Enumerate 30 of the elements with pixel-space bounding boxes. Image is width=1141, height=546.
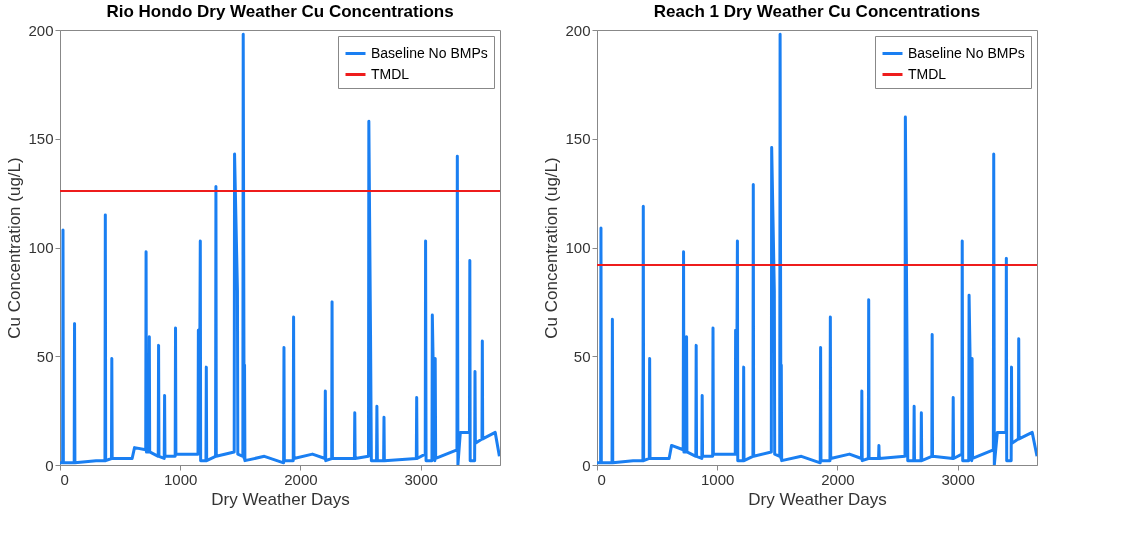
chart-title: Reach 1 Dry Weather Cu Concentrations bbox=[653, 2, 981, 21]
legend-label: Baseline No BMPs bbox=[908, 44, 1025, 61]
x-tick-label: 2000 bbox=[284, 470, 318, 488]
x-tick-label: 0 bbox=[60, 470, 69, 488]
y-tick-label: 50 bbox=[36, 347, 54, 365]
y-tick-label: 200 bbox=[28, 21, 54, 39]
y-axis-title: Cu Concentration (ug/L) bbox=[542, 157, 562, 339]
x-axis-title: Dry Weather Days bbox=[211, 489, 350, 509]
y-tick-label: 0 bbox=[582, 456, 591, 474]
x-tick-label: 3000 bbox=[404, 470, 438, 488]
chart-title: Rio Hondo Dry Weather Cu Concentrations bbox=[106, 2, 454, 21]
y-axis-title: Cu Concentration (ug/L) bbox=[5, 157, 25, 339]
line-series bbox=[597, 32, 1037, 465]
y-tick-label: 100 bbox=[28, 239, 54, 256]
line-series bbox=[60, 32, 500, 465]
legend-label: TMDL bbox=[908, 65, 947, 82]
y-tick-label: 200 bbox=[565, 21, 591, 39]
y-tick-label: 150 bbox=[565, 130, 591, 148]
y-tick-label: 150 bbox=[28, 130, 54, 148]
x-axis-title: Dry Weather Days bbox=[748, 489, 887, 509]
x-tick-label: 3000 bbox=[941, 470, 975, 488]
y-tick-label: 0 bbox=[45, 456, 54, 474]
y-tick-label: 100 bbox=[565, 239, 591, 256]
legend-label: Baseline No BMPs bbox=[371, 44, 488, 61]
y-tick-label: 50 bbox=[573, 347, 591, 365]
legend-label: TMDL bbox=[371, 65, 410, 82]
x-tick-label: 0 bbox=[597, 470, 606, 488]
x-tick-label: 1000 bbox=[164, 470, 198, 488]
x-tick-label: 2000 bbox=[821, 470, 855, 488]
x-tick-label: 1000 bbox=[701, 470, 735, 488]
